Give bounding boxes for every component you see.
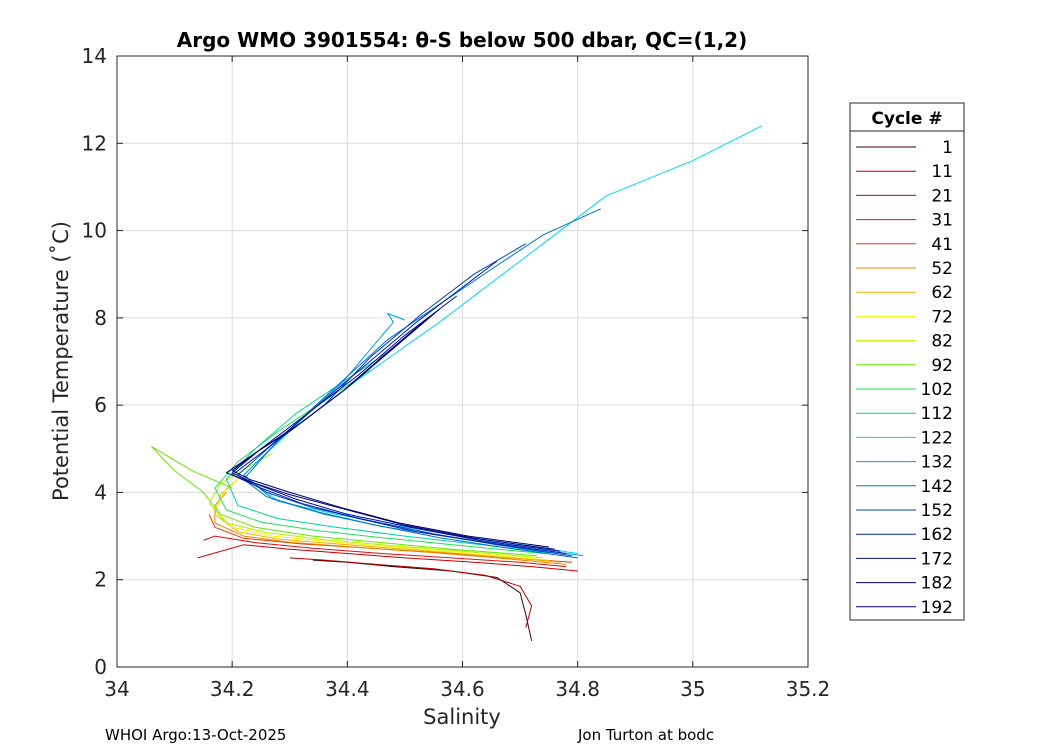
- legend-label-cycle-72: 72: [931, 307, 953, 327]
- legend-label-cycle-182: 182: [921, 574, 953, 594]
- legend-label-cycle-192: 192: [921, 598, 953, 618]
- legend-label-cycle-41: 41: [931, 235, 953, 255]
- y-tick-label: 6: [94, 393, 107, 417]
- series-line-cycle-172: [231, 295, 561, 552]
- legend-label-cycle-92: 92: [931, 356, 953, 376]
- x-tick-label: 34.6: [440, 677, 485, 701]
- series-line-cycle-52: [214, 492, 567, 565]
- series-group: [151, 125, 763, 641]
- legend-label-cycle-162: 162: [921, 525, 953, 545]
- series-line-cycle-182: [225, 308, 555, 550]
- x-axis-label: Salinity: [423, 705, 501, 729]
- y-tick-label: 2: [94, 568, 107, 592]
- legend-label-cycle-112: 112: [921, 404, 953, 424]
- y-tick-label: 4: [94, 480, 107, 504]
- legend-label-cycle-11: 11: [931, 162, 953, 182]
- legend-label-cycle-102: 102: [921, 380, 953, 400]
- x-tick-label: 34.8: [555, 677, 600, 701]
- legend-title: Cycle #: [871, 109, 942, 129]
- series-line-cycle-112: [225, 347, 549, 554]
- x-tick-label: 34: [104, 677, 129, 701]
- plot-area: 34 34.2 34.4 34.6 34.8 35 35.2 0 2 4 6 8 10 12 14: [82, 44, 831, 701]
- legend-label-cycle-172: 172: [921, 549, 953, 569]
- series-line-cycle-92: [151, 446, 538, 557]
- series-line-cycle-21: [197, 544, 578, 572]
- legend: Cycle # 11121314152627282921021121221321…: [849, 102, 965, 621]
- legend-label-cycle-132: 132: [921, 453, 953, 473]
- series-line-cycle-72: [214, 470, 549, 561]
- legend-label-cycle-82: 82: [931, 332, 953, 352]
- x-tick-label: 35: [680, 677, 705, 701]
- x-tick-label: 35.2: [786, 677, 831, 701]
- y-tick-label: 10: [82, 219, 107, 243]
- legend-items: 1112131415262728292102112122132142152162…: [856, 138, 953, 618]
- legend-label-cycle-21: 21: [931, 186, 953, 206]
- legend-label-cycle-52: 52: [931, 259, 953, 279]
- y-tick-label: 14: [82, 44, 107, 68]
- legend-label-cycle-31: 31: [931, 211, 953, 231]
- series-line-cycle-62: [214, 478, 561, 563]
- legend-label-cycle-122: 122: [921, 428, 953, 448]
- chart-title: Argo WMO 3901554: θ-S below 500 dbar, QC…: [177, 28, 747, 52]
- footer-left-credit: WHOI Argo:13-Oct-2025: [105, 726, 287, 744]
- footer-right-credit: Jon Turton at bodc: [578, 726, 715, 744]
- y-tick-label: 8: [94, 306, 107, 330]
- axis-ticks: 34 34.2 34.4 34.6 34.8 35 35.2 0 2 4 6 8 10 12 14: [82, 44, 831, 701]
- series-line-cycle-11: [289, 557, 533, 628]
- series-line-cycle-31: [203, 535, 567, 568]
- y-axis-label: Potential Temperature (˚C): [49, 221, 73, 501]
- x-tick-label: 34.2: [210, 677, 255, 701]
- x-tick-label: 34.4: [325, 677, 370, 701]
- series-line-cycle-82: [208, 452, 544, 559]
- series-line-cycle-192: [231, 317, 549, 548]
- legend-label-cycle-1: 1: [942, 138, 953, 158]
- y-tick-label: 12: [82, 131, 107, 155]
- series-line-cycle-142: [243, 208, 601, 559]
- legend-label-cycle-62: 62: [931, 283, 953, 303]
- legend-label-cycle-152: 152: [921, 501, 953, 521]
- y-tick-label: 0: [94, 655, 107, 679]
- series-line-cycle-102: [214, 369, 544, 554]
- legend-label-cycle-142: 142: [921, 477, 953, 497]
